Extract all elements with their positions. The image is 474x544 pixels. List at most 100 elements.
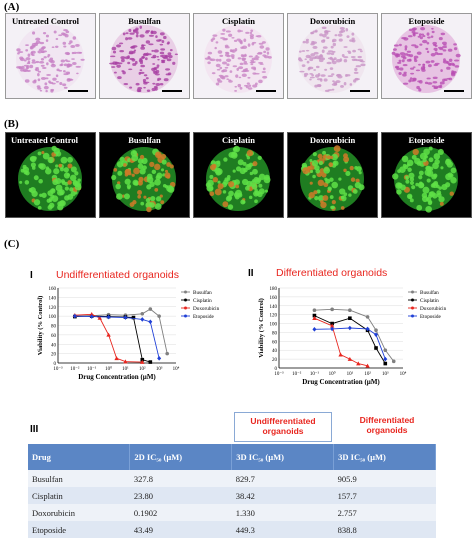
y-axis-label: Viability (% Control) [37,296,44,356]
y-tick-label: 80 [51,325,57,330]
ic50-table: Drug 2D IC₅₀ (µM) 3D IC₅₀ (µM) 3D IC₅₀ (… [28,444,436,538]
data-point [140,359,145,364]
data-point [365,363,370,368]
data-point [89,312,94,317]
y-tick-label: 0 [275,367,278,372]
x-tick-label: 10⁰ [329,371,336,377]
he-image-0: Untreated Control [5,13,96,99]
series-line [74,315,160,359]
data-point [114,356,119,361]
data-point [148,319,153,325]
data-point [140,357,145,362]
fluorescence-image-label: Untreated Control [11,135,78,145]
data-point [312,313,317,318]
series-line [314,308,395,362]
he-image-label: Etoposide [408,16,445,26]
legend-marker [184,314,187,318]
y-tick-label: 100 [49,315,57,320]
fluorescence-image-label: Busulfan [128,135,161,145]
legend-label: Cisplatin [193,298,212,304]
data-point [348,316,352,321]
col-2d: 2D IC₅₀ (µM) [129,444,233,470]
table-row: Doxorubicin 0.1902 1.330 2.757 [28,504,436,521]
data-point [140,317,145,322]
data-point [148,307,153,311]
chart-i-title: Undifferentiated organoids [56,269,179,281]
data-point [97,315,102,320]
fluorescence-image-4: Etoposide [381,132,472,218]
data-point [157,314,161,318]
series-line [314,317,368,367]
he-image-3: Doxorubicin [287,13,378,99]
cell: Busulfan [28,470,130,487]
fluorescence-image-0: Untreated Control [5,132,96,218]
chart-undifferentiated: 0 20 40 60 80 100 120 140 160 10⁻³ 10⁻² 10⁻¹ 10⁰ 10¹ 1… [37,287,220,381]
table-row: Etoposide 43.49 449.3 838.8 [28,521,436,538]
data-point [123,315,128,320]
legend-marker [184,306,187,310]
data-point [72,313,77,319]
legend-label: Cisplatin [420,298,439,304]
cell: Doxorubicin [28,504,130,521]
x-tick-label: 10¹ [347,371,354,377]
y-tick-label: 160 [270,296,278,301]
series-line [74,315,151,363]
cell: 327.8 [129,470,232,487]
he-image-label: Busulfan [128,16,161,26]
legend-marker [411,306,414,310]
x-tick-label: 10² [139,366,146,372]
x-tick-label: 10⁰ [105,366,112,372]
y-tick-label: 0 [54,362,57,367]
data-point [89,314,94,319]
legend-marker [411,314,414,318]
data-point [338,352,343,357]
data-point [123,359,128,364]
x-tick-label: 10⁻² [70,366,80,372]
data-point [157,356,162,361]
y-tick-label: 40 [51,343,57,348]
cell: Etoposide [28,521,130,538]
data-point [131,315,136,320]
data-point [165,351,169,356]
chart-ii-title: Differentiated organoids [276,267,388,279]
he-image-label: Cisplatin [221,16,256,26]
legend-label: Busulfan [193,289,212,296]
fluorescence-image-label: Doxorubicin [309,135,356,145]
legend-label: Busulfan [420,289,439,296]
y-tick-label: 140 [49,296,57,301]
undiff-group-header: Undifferentiated organoids [234,412,332,442]
data-point [374,328,378,333]
cell: 838.8 [333,521,436,538]
x-tick-label: 10⁴ [400,371,407,377]
cell: Cisplatin [28,487,130,504]
y-tick-label: 120 [49,306,57,311]
table-header-row: Drug 2D IC₅₀ (µM) 3D IC₅₀ (µM) 3D IC₅₀ (… [28,444,436,470]
x-tick-label: 10⁴ [173,366,180,372]
chart-i-numeral: I [30,270,33,281]
series-line [314,315,386,364]
cell: 43.49 [129,521,232,538]
legend-label: Doxorubicin [193,306,220,312]
panel-a-label: (A) [4,1,20,13]
cell: 38.42 [231,487,334,504]
legend-label: Etoposide [420,314,441,320]
x-tick-label: 10⁻² [292,371,302,377]
cell: 0.1902 [129,504,232,521]
x-tick-label: 10⁻¹ [87,366,97,372]
he-image-1: Busulfan [99,13,190,99]
diff-group-header: Differentiated organoids [338,412,436,442]
fluorescence-image-label: Etoposide [408,135,445,145]
fluorescence-image-1: Busulfan [99,132,190,218]
table-numeral: III [30,424,39,435]
y-tick-label: 20 [51,353,57,358]
legend-marker [411,298,414,302]
x-tick-label: 10² [364,371,371,377]
col-drug: Drug [28,444,131,470]
x-tick-label: 10⁻¹ [310,371,320,377]
data-point [106,332,111,337]
panel-b-label: (B) [4,118,19,130]
legend-marker [184,298,187,302]
x-axis-label: Drug Concentration (µM) [302,378,380,386]
x-tick-label: 10⁻³ [53,366,63,372]
y-tick-label: 80 [272,331,278,336]
